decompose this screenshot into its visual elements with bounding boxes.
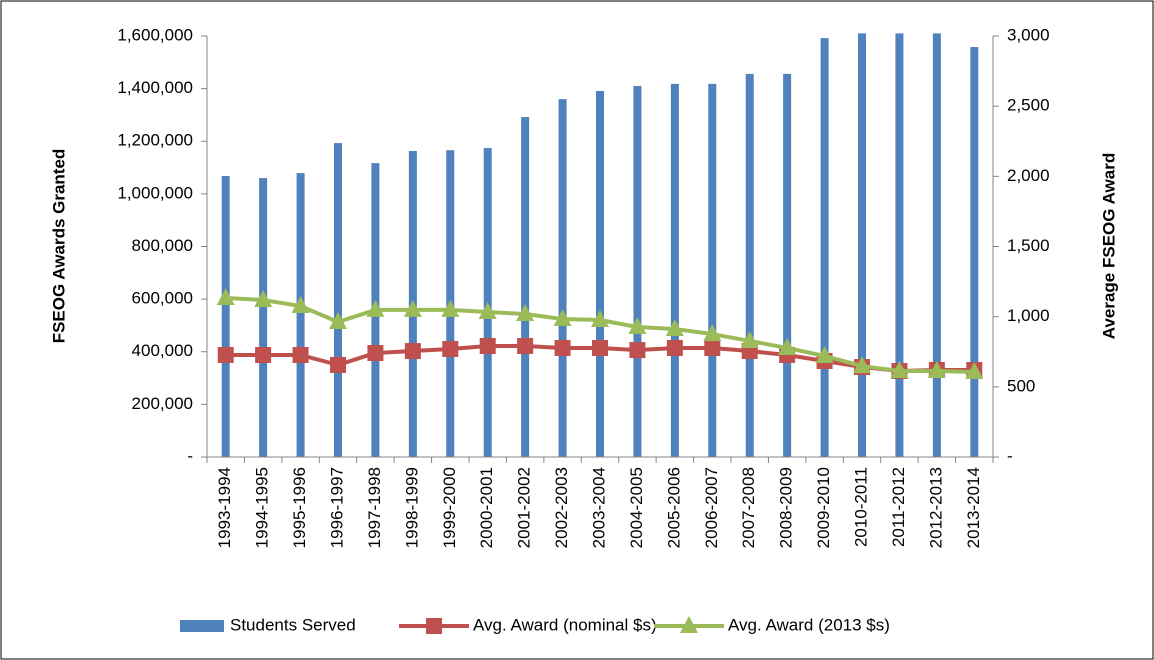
marker xyxy=(628,317,647,335)
x-tick-label: 2001-2002 xyxy=(515,467,534,548)
y2-tick-label: 3,000 xyxy=(1007,25,1050,44)
marker xyxy=(591,310,609,328)
marker xyxy=(815,345,834,363)
bar xyxy=(558,99,567,457)
x-tick-label: 2012-2013 xyxy=(926,467,945,548)
marker xyxy=(703,324,722,342)
bar xyxy=(745,73,754,457)
marker xyxy=(479,337,496,354)
bar xyxy=(858,33,866,457)
x-tick-label: 1996-1997 xyxy=(327,467,346,548)
x-tick-label: 1993-1994 xyxy=(215,467,234,548)
marker xyxy=(853,356,871,374)
marker xyxy=(740,330,759,348)
marker xyxy=(592,339,608,356)
marker xyxy=(329,311,347,329)
y-tick-label: 1,600,000 xyxy=(117,25,193,44)
x-tick-label: 1999-2000 xyxy=(440,467,459,548)
bar xyxy=(521,117,530,457)
marker xyxy=(478,302,497,320)
legend-label: Avg. Award (2013 $s) xyxy=(728,615,890,634)
marker xyxy=(403,299,422,317)
marker xyxy=(292,346,309,363)
x-tick-label: 2000-2001 xyxy=(477,467,496,548)
bar xyxy=(820,38,829,457)
marker xyxy=(629,342,646,359)
marker xyxy=(367,345,384,362)
x-tick-label: 2011-2012 xyxy=(889,467,908,547)
marker xyxy=(442,340,459,357)
marker xyxy=(404,343,421,360)
marker xyxy=(553,309,572,327)
y-tick-label: 800,000 xyxy=(132,236,193,255)
x-tick-label: 1994-1995 xyxy=(253,467,272,548)
marker xyxy=(291,296,310,314)
y-tick-label: 1,200,000 xyxy=(117,131,193,150)
x-tick-label: 2007-2008 xyxy=(739,467,758,548)
bar xyxy=(932,33,941,457)
bar xyxy=(259,178,268,457)
legend-label: Avg. Award (nominal $s) xyxy=(473,615,657,634)
y2-tick-label: 2,000 xyxy=(1007,166,1050,185)
x-tick-label: 2005-2006 xyxy=(664,467,683,548)
y2-tick-label: 1,500 xyxy=(1007,236,1050,255)
x-tick-label: 2002-2003 xyxy=(552,467,571,548)
x-tick-label: 2006-2007 xyxy=(702,467,721,548)
marker xyxy=(554,339,571,356)
bar xyxy=(633,85,642,457)
y-tick-label: 600,000 xyxy=(132,289,193,308)
marker xyxy=(665,319,684,337)
bar xyxy=(783,73,792,457)
marker xyxy=(890,360,909,378)
marker xyxy=(217,346,234,363)
y2-tick-label: 2,500 xyxy=(1007,96,1050,115)
x-tick-label: 2003-2004 xyxy=(589,467,608,548)
bar xyxy=(708,83,717,457)
x-tick-label: 2013-2014 xyxy=(964,467,983,548)
marker xyxy=(927,360,946,378)
legend-swatch xyxy=(180,620,224,632)
y-tick-label: 1,000,000 xyxy=(117,183,193,202)
marker xyxy=(965,361,984,379)
x-tick-label: 2009-2010 xyxy=(814,467,833,548)
y2-tick-label: 1,000 xyxy=(1007,306,1050,325)
y-tick-label: 200,000 xyxy=(132,394,193,413)
bar xyxy=(221,175,230,457)
y2-axis-label: Average FSEOG Award xyxy=(1099,153,1118,339)
marker xyxy=(704,339,721,356)
y2-tick-label: - xyxy=(1007,446,1013,465)
bar xyxy=(895,33,904,457)
y-tick-label: 1,400,000 xyxy=(117,78,193,97)
y-axis-label: FSEOG Awards Granted xyxy=(49,149,68,344)
legend-marker xyxy=(426,618,442,634)
legend-marker xyxy=(680,616,698,633)
marker xyxy=(516,304,535,322)
bar xyxy=(334,143,342,457)
marker xyxy=(441,299,460,317)
x-tick-label: 2008-2009 xyxy=(777,467,796,548)
bar xyxy=(670,83,679,457)
x-tick-label: 1995-1996 xyxy=(290,467,309,548)
bar xyxy=(296,173,305,457)
marker xyxy=(778,337,797,355)
x-tick-label: 2004-2005 xyxy=(627,467,646,548)
x-tick-label: 2010-2011 xyxy=(851,467,870,547)
y-tick-label: 400,000 xyxy=(132,341,193,360)
marker xyxy=(517,337,534,354)
bar xyxy=(596,90,604,457)
y-tick-label: - xyxy=(187,446,193,465)
y2-tick-label: 500 xyxy=(1007,376,1035,395)
marker xyxy=(366,299,385,317)
marker xyxy=(666,339,683,356)
marker xyxy=(255,346,272,363)
bar xyxy=(970,47,979,457)
marker xyxy=(216,288,235,306)
marker xyxy=(254,289,273,307)
marker xyxy=(330,356,346,373)
legend-label: Students Served xyxy=(230,615,356,634)
x-tick-label: 1997-1998 xyxy=(365,467,384,548)
x-tick-label: 1998-1999 xyxy=(402,467,421,548)
